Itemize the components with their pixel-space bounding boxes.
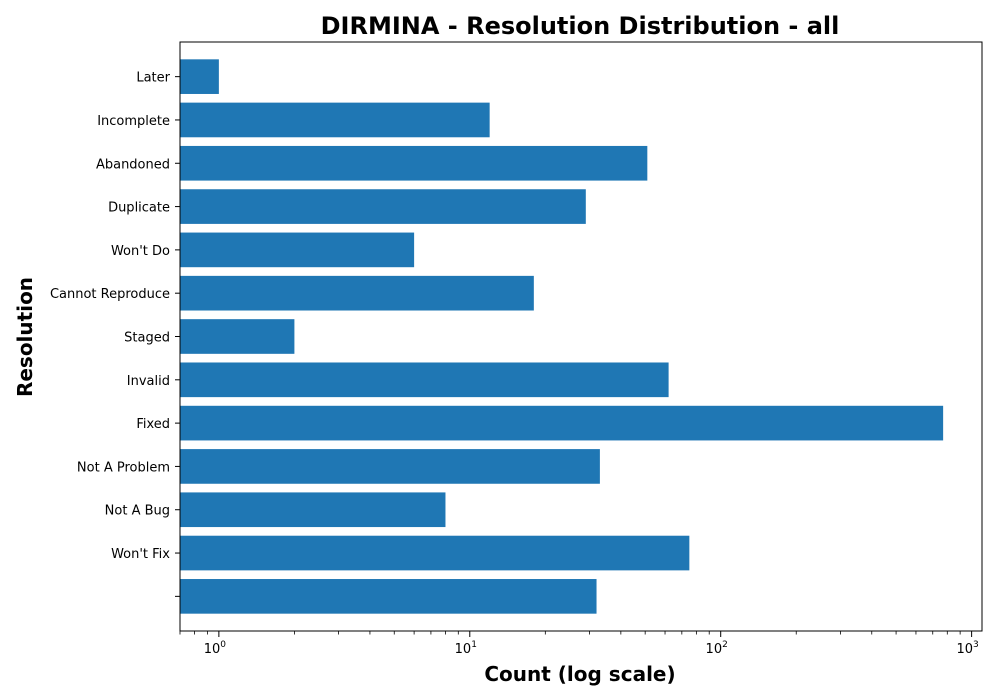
y-tick-label: Staged — [124, 331, 170, 346]
x-tick-label: 100 — [204, 640, 227, 657]
y-tick-label: Abandoned — [96, 157, 170, 172]
bar-won-t-fix — [180, 536, 689, 571]
y-tick-label: Won't Fix — [111, 547, 170, 562]
y-tick-label: Won't Do — [111, 244, 170, 259]
bar-not-a-problem — [180, 449, 600, 484]
y-tick-label: Fixed — [136, 417, 170, 432]
bar-blank — [180, 579, 597, 614]
bar-cannot-reproduce — [180, 276, 534, 311]
x-tick-label: 101 — [455, 640, 477, 657]
x-tick-label: 102 — [706, 640, 728, 657]
y-tick-label: Not A Bug — [105, 504, 170, 519]
bars-layer — [180, 59, 943, 613]
bar-not-a-bug — [180, 492, 445, 527]
y-tick-label: Later — [136, 71, 170, 86]
bar-fixed — [180, 406, 943, 441]
bar-later — [180, 59, 219, 94]
x-tick-label: 103 — [956, 640, 978, 657]
y-tick-label: Not A Problem — [77, 460, 170, 475]
chart-title: DIRMINA - Resolution Distribution - all — [321, 12, 840, 40]
bar-duplicate — [180, 189, 586, 224]
bar-won-t-do — [180, 233, 414, 268]
x-axis-title: Count (log scale) — [484, 662, 675, 686]
bar-invalid — [180, 362, 669, 397]
y-tick-label: Cannot Reproduce — [50, 287, 170, 302]
bar-abandoned — [180, 146, 647, 181]
y-tick-label: Duplicate — [108, 201, 170, 216]
y-axis-title: Resolution — [13, 277, 37, 397]
bar-incomplete — [180, 103, 490, 138]
y-tick-label: Invalid — [127, 374, 170, 389]
bar-staged — [180, 319, 294, 354]
y-tick-label: Incomplete — [97, 114, 170, 129]
